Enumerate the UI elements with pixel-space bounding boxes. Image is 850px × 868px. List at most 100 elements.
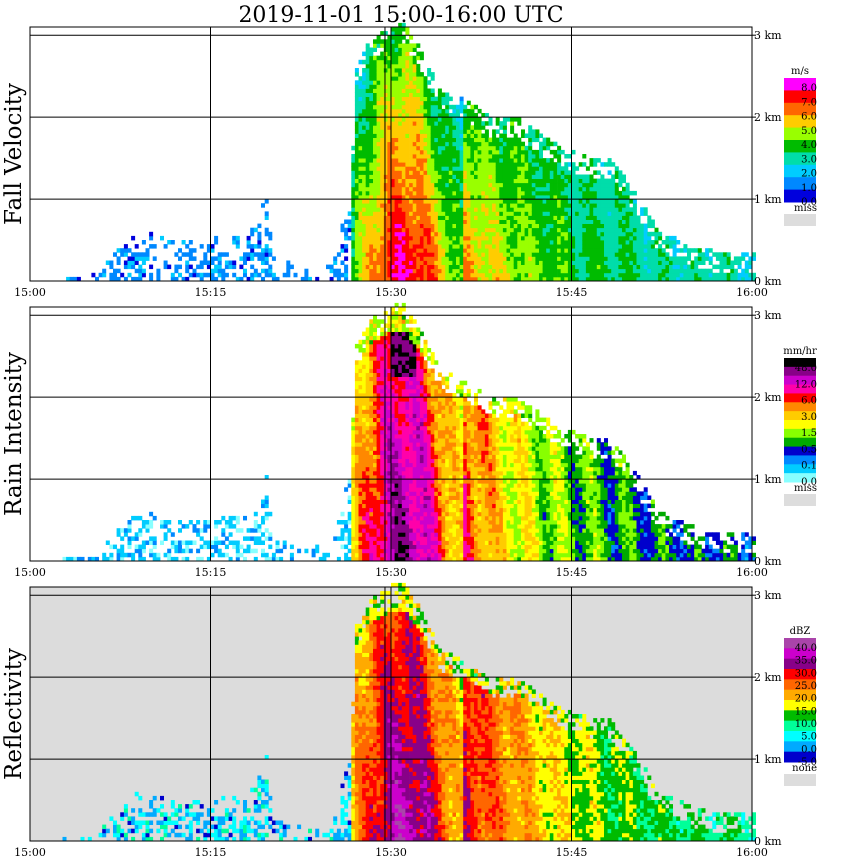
heatmap-cell [391, 207, 396, 212]
colorbar-label: 5.0 [801, 126, 817, 137]
heatmap-cell [618, 231, 623, 237]
heatmap-cell [163, 552, 168, 558]
heatmap-cell [373, 235, 378, 241]
heatmap-cell [513, 248, 518, 253]
heatmap-cell [513, 211, 518, 216]
heatmap-cell [138, 268, 143, 274]
heatmap-cell [380, 352, 385, 357]
heatmap-cell [492, 137, 497, 143]
heatmap-cell [546, 215, 551, 220]
heatmap-cell [394, 343, 399, 349]
heatmap-cell [387, 186, 392, 192]
heatmap-cell [481, 248, 486, 253]
heatmap-cell [488, 260, 493, 265]
heatmap-cell [358, 178, 363, 184]
heatmap-cell [708, 276, 713, 282]
heatmap-cell [383, 162, 388, 167]
heatmap-cell [488, 207, 493, 212]
heatmap-cell [264, 199, 269, 204]
heatmap-cell [456, 158, 461, 163]
heatmap-cell [394, 227, 399, 233]
heatmap-cell [474, 199, 479, 204]
heatmap-cell [134, 268, 139, 274]
heatmap-cell [419, 72, 424, 77]
heatmap-cell [466, 149, 471, 155]
heatmap-cell [391, 352, 396, 357]
heatmap-cell [535, 240, 540, 245]
heatmap-cell [506, 117, 511, 122]
heatmap-cell [127, 256, 132, 261]
heatmap-cell [391, 548, 396, 554]
heatmap-cell [484, 178, 489, 184]
heatmap-cell [596, 244, 601, 249]
heatmap-cell [423, 104, 428, 110]
heatmap-cell [521, 203, 526, 208]
heatmap-cell [344, 248, 349, 253]
heatmap-cell [578, 182, 583, 188]
heatmap-cell [87, 556, 92, 562]
heatmap-cell [557, 223, 562, 229]
heatmap-cell [452, 133, 457, 138]
heatmap-cell [567, 260, 572, 265]
heatmap-cell [398, 190, 403, 196]
heatmap-cell [585, 211, 590, 216]
heatmap-cell [149, 524, 154, 529]
heatmap-cell [401, 55, 406, 61]
heatmap-cell [470, 240, 475, 245]
heatmap-cell [459, 104, 464, 110]
heatmap-cell [347, 548, 352, 554]
heatmap-cell [409, 248, 414, 253]
heatmap-cell [373, 343, 378, 349]
heatmap-cell [391, 532, 396, 537]
heatmap-cell [409, 186, 414, 192]
heatmap-cell [351, 425, 356, 431]
heatmap-cell [416, 133, 421, 138]
heatmap-cell [387, 397, 392, 402]
heatmap-cell [394, 137, 399, 143]
heatmap-cell [521, 240, 526, 245]
heatmap-cell [275, 544, 280, 550]
heatmap-cell [365, 235, 370, 241]
heatmap-cell [470, 137, 475, 143]
heatmap-cell [488, 121, 493, 126]
heatmap-cell [448, 178, 453, 184]
heatmap-cell [394, 442, 399, 447]
heatmap-cell [632, 244, 637, 249]
heatmap-cell [365, 438, 370, 443]
heatmap-cell [235, 520, 240, 525]
heatmap-cell [365, 211, 370, 216]
heatmap-cell [448, 272, 453, 278]
heatmap-cell [358, 141, 363, 147]
heatmap-cell [358, 113, 363, 118]
heatmap-cell [672, 256, 677, 261]
heatmap-cell [618, 223, 623, 229]
heatmap-cell [506, 276, 511, 282]
heatmap-cell [531, 166, 536, 171]
heatmap-cell [625, 199, 630, 204]
heatmap-cell [593, 207, 598, 212]
heatmap-cell [459, 268, 464, 274]
heatmap-cell [459, 145, 464, 151]
heatmap-cell [369, 421, 374, 427]
heatmap-cell [199, 528, 204, 533]
heatmap-cell [596, 158, 601, 163]
heatmap-cell [589, 219, 594, 224]
heatmap-cell [434, 227, 439, 233]
heatmap-cell [604, 276, 609, 282]
heatmap-cell [358, 376, 363, 382]
heatmap-cell [542, 195, 547, 200]
heatmap-cell [141, 252, 146, 257]
heatmap-cell [553, 211, 558, 216]
heatmap-cell [383, 141, 388, 147]
heatmap-cell [553, 162, 558, 167]
heatmap-cell [748, 264, 753, 270]
heatmap-cell [394, 219, 399, 224]
heatmap-cell [354, 544, 359, 550]
heatmap-cell [105, 540, 110, 545]
heatmap-cell [351, 240, 356, 245]
heatmap-cell [434, 211, 439, 216]
heatmap-cell [524, 162, 529, 167]
heatmap-cell [412, 235, 417, 241]
heatmap-cell [560, 256, 565, 261]
heatmap-cell [596, 252, 601, 257]
